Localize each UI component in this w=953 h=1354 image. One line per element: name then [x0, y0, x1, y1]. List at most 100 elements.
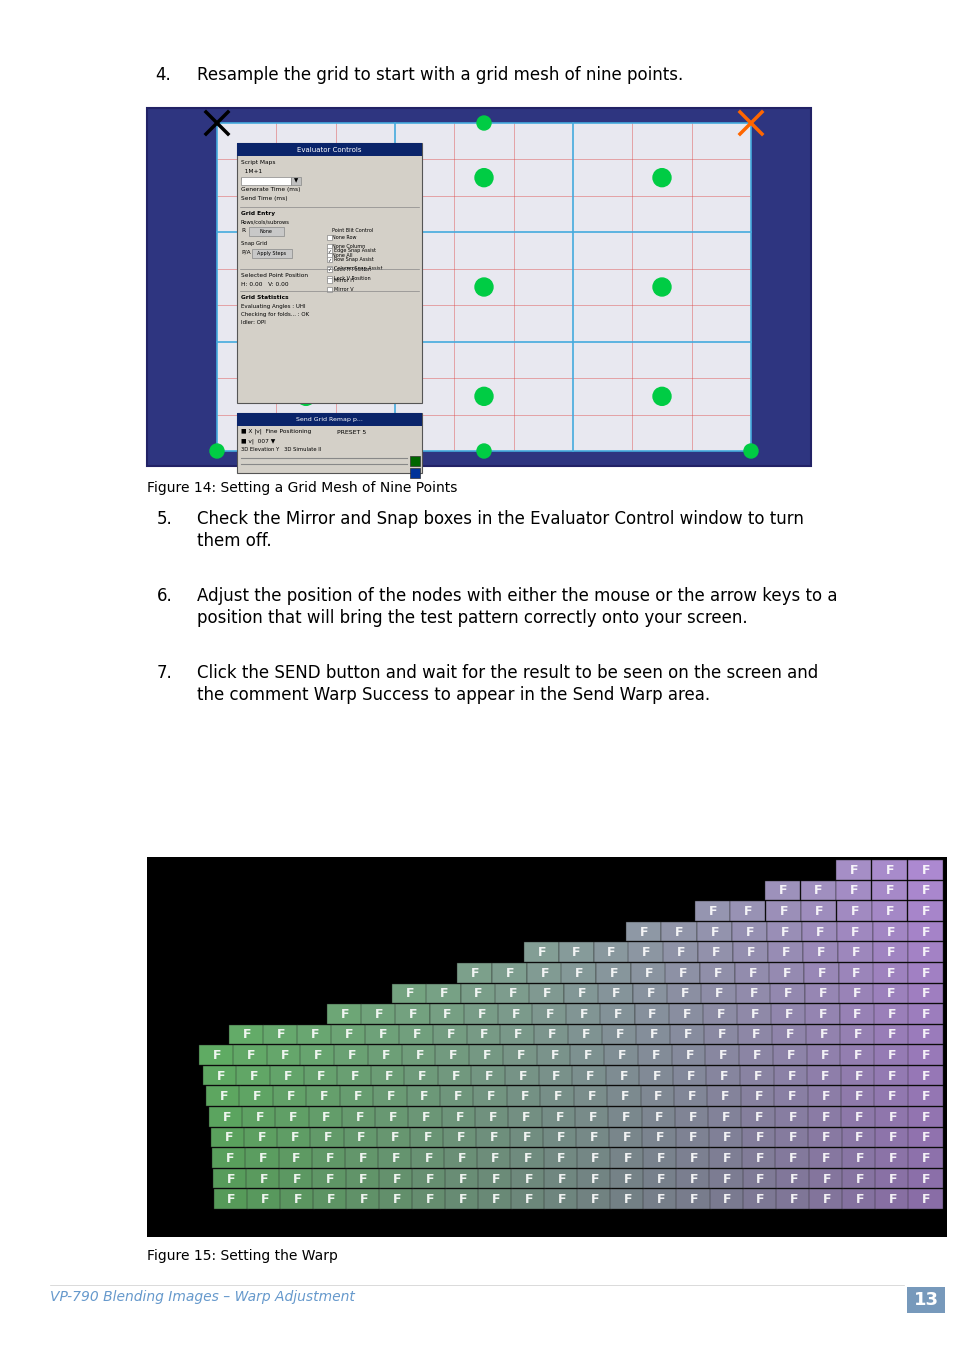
Bar	[410, 456, 419, 466]
Text: F: F	[420, 1090, 429, 1104]
Bar	[837, 922, 872, 941]
Text: F: F	[755, 1132, 763, 1144]
Bar	[702, 1005, 738, 1024]
Text: F: F	[276, 1029, 285, 1041]
Bar	[345, 1189, 380, 1209]
Bar	[278, 1148, 314, 1167]
Text: F: F	[852, 987, 861, 1001]
Text: Row Snap Assist: Row Snap Assist	[334, 257, 374, 263]
Bar	[907, 1005, 942, 1024]
Text: 4.: 4.	[154, 66, 171, 84]
Bar	[804, 1005, 840, 1024]
Bar	[741, 1128, 776, 1147]
Text: F: F	[422, 1110, 431, 1124]
Text: F: F	[756, 1152, 763, 1164]
Bar	[774, 1086, 808, 1106]
Bar	[771, 1025, 806, 1044]
Bar	[872, 942, 907, 961]
Text: F: F	[589, 1132, 598, 1144]
Bar	[327, 278, 332, 283]
Text: ■ X |v|  Fine Positioning: ■ X |v| Fine Positioning	[241, 429, 311, 435]
Bar	[211, 1128, 246, 1147]
Text: F: F	[490, 1132, 498, 1144]
Bar	[740, 1108, 776, 1127]
Text: F: F	[508, 987, 517, 1001]
Bar	[673, 1086, 708, 1106]
Bar	[696, 922, 731, 941]
Bar	[262, 1025, 297, 1044]
Bar	[871, 902, 906, 921]
Bar	[907, 1025, 942, 1044]
Text: F: F	[623, 1173, 632, 1186]
Text: F: F	[681, 1007, 690, 1021]
Bar	[807, 1128, 842, 1147]
Text: F: F	[511, 1007, 519, 1021]
Bar	[244, 1128, 279, 1147]
Bar	[625, 922, 660, 941]
Bar	[610, 1189, 645, 1209]
Text: F: F	[423, 1132, 432, 1144]
Circle shape	[210, 444, 224, 458]
Text: F: F	[457, 1152, 466, 1164]
Text: F: F	[505, 967, 514, 980]
Bar	[907, 880, 942, 900]
Bar	[708, 1148, 743, 1167]
Bar	[906, 1288, 944, 1313]
Bar	[837, 942, 872, 961]
Bar	[526, 963, 561, 983]
Text: F: F	[721, 1110, 730, 1124]
Bar	[775, 1148, 810, 1167]
Text: F: F	[257, 1132, 266, 1144]
Bar	[608, 1108, 642, 1127]
Bar	[907, 902, 942, 921]
Bar	[599, 1005, 635, 1024]
Text: F: F	[853, 1049, 862, 1062]
Bar	[539, 1086, 575, 1106]
Bar	[739, 1045, 774, 1064]
Text: F: F	[656, 1152, 664, 1164]
Text: F: F	[292, 1152, 300, 1164]
Text: ▼: ▼	[294, 179, 297, 184]
Text: F: F	[280, 1049, 289, 1062]
Text: Generate Time (ms): Generate Time (ms)	[241, 187, 300, 192]
Text: Mirror H: Mirror H	[334, 278, 354, 283]
Bar	[808, 1148, 842, 1167]
Text: F: F	[446, 1029, 455, 1041]
Circle shape	[476, 444, 491, 458]
Text: F: F	[718, 1029, 726, 1041]
Bar	[840, 1045, 875, 1064]
Text: F: F	[614, 1007, 622, 1021]
Text: F: F	[819, 1007, 827, 1021]
Bar	[245, 1148, 280, 1167]
Text: F: F	[788, 1173, 797, 1186]
Text: F: F	[415, 1049, 423, 1062]
Text: P/A: P/A	[241, 250, 251, 255]
Bar	[841, 1108, 876, 1127]
Bar	[266, 1045, 301, 1064]
Text: F: F	[378, 1029, 387, 1041]
Text: F: F	[384, 1070, 393, 1083]
Bar	[343, 1128, 378, 1147]
Bar	[639, 1066, 674, 1086]
Text: F: F	[675, 926, 683, 938]
Text: F: F	[618, 1049, 626, 1062]
Text: F: F	[855, 1193, 863, 1206]
Bar	[213, 1148, 247, 1167]
Text: F: F	[294, 1193, 302, 1206]
Bar	[841, 1189, 876, 1209]
Bar	[774, 1128, 809, 1147]
Bar	[609, 1148, 644, 1167]
Text: F: F	[590, 1152, 598, 1164]
Bar	[873, 1025, 908, 1044]
Text: F: F	[226, 1152, 234, 1164]
Text: None Column: None Column	[332, 244, 365, 249]
Text: F: F	[552, 1070, 560, 1083]
Bar	[638, 1045, 672, 1064]
Text: F: F	[887, 1132, 896, 1144]
Bar	[601, 1025, 637, 1044]
Text: F: F	[646, 987, 655, 1001]
Bar	[741, 1169, 777, 1189]
Bar	[376, 1128, 412, 1147]
Bar	[477, 1169, 513, 1189]
Bar	[510, 1148, 545, 1167]
